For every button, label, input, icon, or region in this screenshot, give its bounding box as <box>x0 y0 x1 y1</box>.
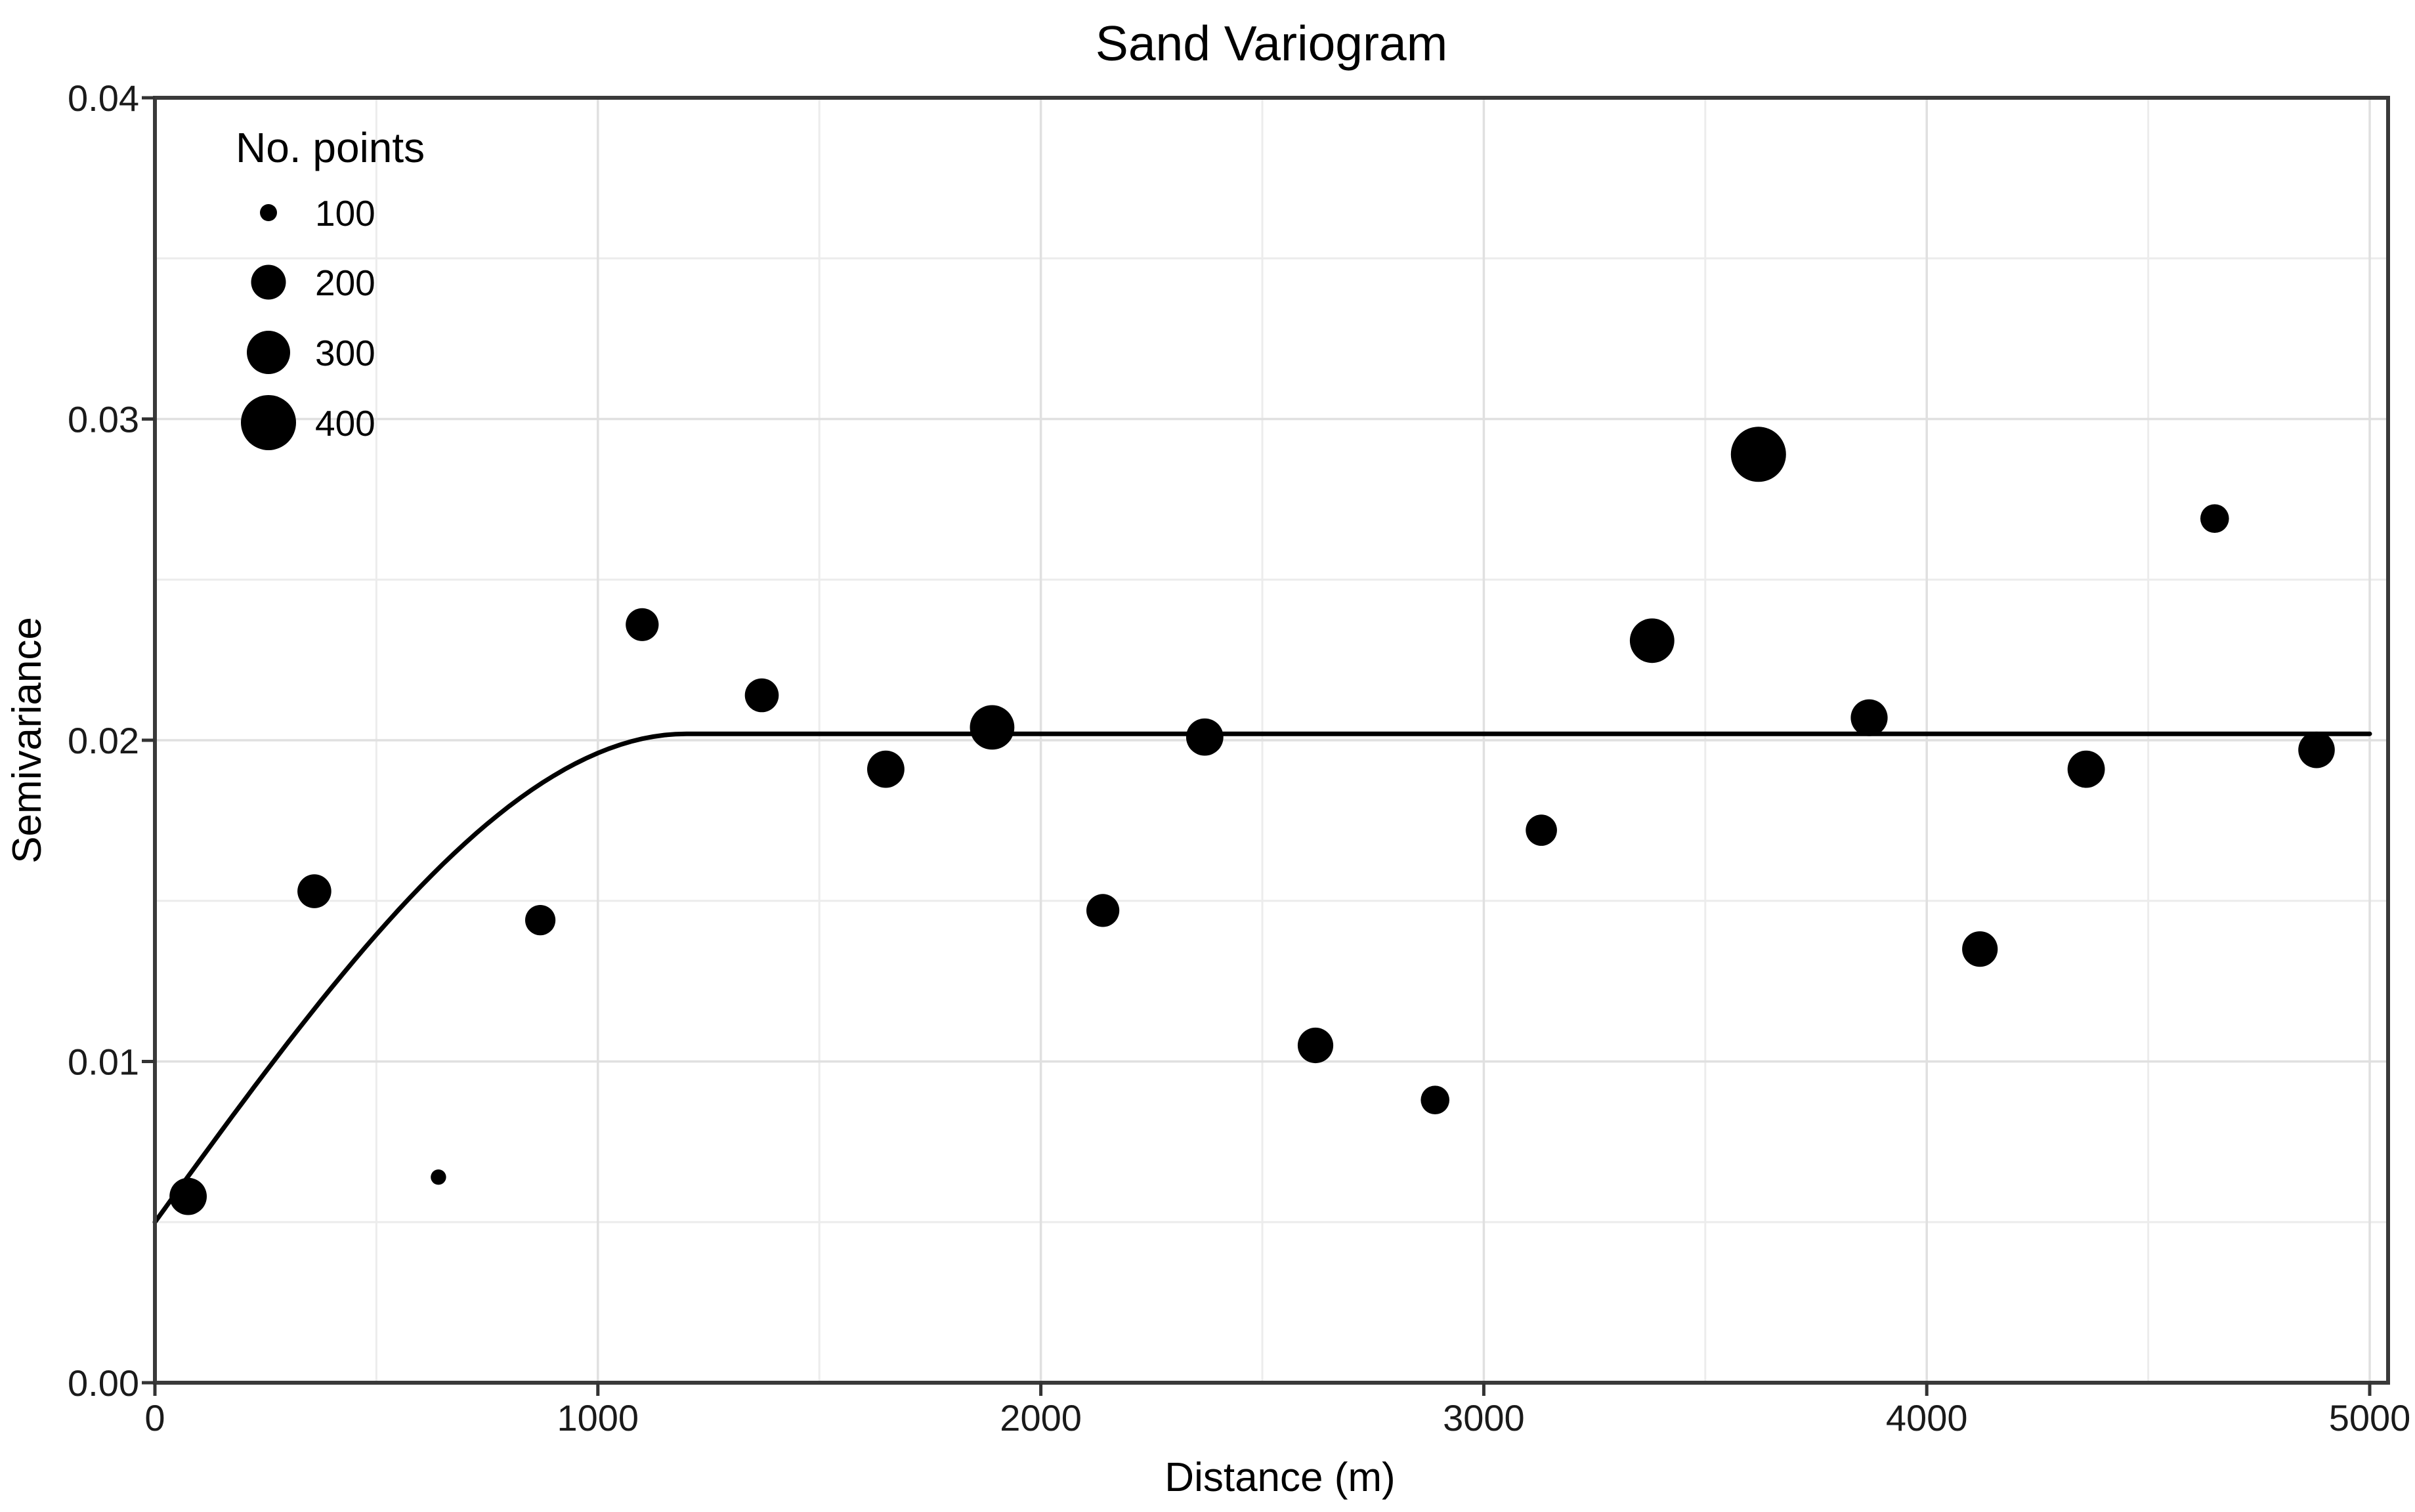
y-tick-label: 0.01 <box>68 1041 139 1083</box>
x-tick-label: 5000 <box>2329 1397 2411 1438</box>
data-point <box>1730 427 1786 482</box>
data-point <box>2298 731 2335 768</box>
data-point <box>626 608 659 641</box>
legend: No. points 100 200 300 400 <box>236 124 425 450</box>
gridlines <box>155 96 2388 1383</box>
data-point <box>1526 814 1557 846</box>
data-point <box>169 1177 207 1215</box>
y-tick-label: 0.02 <box>68 720 139 761</box>
x-tick-label: 3000 <box>1443 1397 1525 1438</box>
x-axis-label: Distance (m) <box>1165 1455 1395 1500</box>
data-point <box>744 678 779 713</box>
y-tick-label: 0.00 <box>68 1362 139 1404</box>
x-tick-label: 0 <box>144 1397 165 1438</box>
y-tick-label: 0.03 <box>68 399 139 440</box>
y-axis-label: Semivariance <box>5 617 50 864</box>
x-tick-label: 1000 <box>557 1397 639 1438</box>
tick-labels: 0 1000 2000 3000 4000 5000 0.00 0.01 0.02 0.03 0.0… <box>68 77 2410 1438</box>
legend-size-dot <box>251 264 286 300</box>
data-point <box>867 750 905 788</box>
data-point <box>1850 699 1888 736</box>
y-tick-label: 0.04 <box>68 77 139 119</box>
legend-size-label: 300 <box>315 333 375 373</box>
data-point <box>1086 894 1120 927</box>
model-line-group <box>152 731 2372 1225</box>
data-point <box>2067 750 2105 788</box>
data-point <box>431 1169 446 1185</box>
data-point <box>2200 504 2229 533</box>
legend-title: No. points <box>236 124 425 171</box>
legend-size-label: 400 <box>315 403 375 444</box>
data-point <box>1421 1085 1449 1114</box>
legend-size-label: 200 <box>315 262 375 303</box>
data-point <box>1186 718 1224 756</box>
legend-size-dot <box>247 331 290 374</box>
x-tick-label: 2000 <box>1000 1397 1082 1438</box>
data-point <box>1962 931 1998 967</box>
legend-size-dot <box>241 395 296 450</box>
data-point <box>1629 618 1675 663</box>
data-point <box>525 905 556 936</box>
x-tick-label: 4000 <box>1886 1397 1968 1438</box>
data-point <box>297 874 331 908</box>
legend-size-dot <box>260 204 277 221</box>
data-point <box>970 705 1015 750</box>
axis-ticks <box>142 96 2372 1396</box>
variogram-model-line <box>152 731 2372 1225</box>
data-point <box>1297 1027 1334 1064</box>
chart-title: Sand Variogram <box>1096 16 1447 71</box>
legend-size-label: 100 <box>315 193 375 234</box>
data-points-group <box>169 427 2335 1215</box>
